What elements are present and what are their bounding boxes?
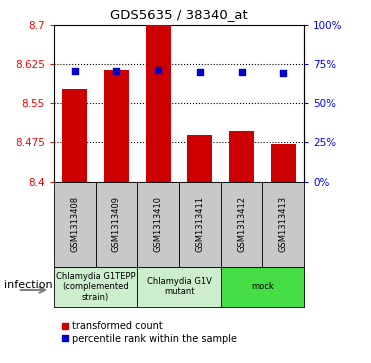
Bar xyxy=(96,182,137,267)
Text: GSM1313409: GSM1313409 xyxy=(112,196,121,252)
Text: GSM1313410: GSM1313410 xyxy=(154,196,162,252)
Text: GSM1313412: GSM1313412 xyxy=(237,196,246,252)
Bar xyxy=(271,143,296,182)
Legend: transformed count, percentile rank within the sample: transformed count, percentile rank withi… xyxy=(59,317,241,348)
Text: Chlamydia G1V
mutant: Chlamydia G1V mutant xyxy=(147,277,211,297)
Bar xyxy=(104,70,129,182)
Bar xyxy=(262,182,304,267)
Point xyxy=(280,70,286,76)
Bar xyxy=(62,89,87,182)
Point xyxy=(72,68,78,74)
Bar xyxy=(145,25,171,182)
Bar xyxy=(54,267,137,307)
Point xyxy=(239,69,244,75)
Bar xyxy=(221,267,304,307)
Text: mock: mock xyxy=(251,282,274,291)
Bar xyxy=(221,182,262,267)
Text: infection: infection xyxy=(4,280,52,290)
Text: GSM1313408: GSM1313408 xyxy=(70,196,79,252)
Text: Chlamydia G1TEPP
(complemented
strain): Chlamydia G1TEPP (complemented strain) xyxy=(56,272,135,302)
Bar xyxy=(54,182,96,267)
Bar xyxy=(187,135,213,182)
Bar xyxy=(229,131,254,182)
Bar xyxy=(137,182,179,267)
Point xyxy=(197,69,203,75)
Bar xyxy=(179,182,221,267)
Text: GSM1313411: GSM1313411 xyxy=(196,196,204,252)
Text: GSM1313413: GSM1313413 xyxy=(279,196,288,252)
Point xyxy=(155,67,161,73)
Title: GDS5635 / 38340_at: GDS5635 / 38340_at xyxy=(110,8,248,21)
Point xyxy=(114,68,119,74)
Bar xyxy=(137,267,221,307)
